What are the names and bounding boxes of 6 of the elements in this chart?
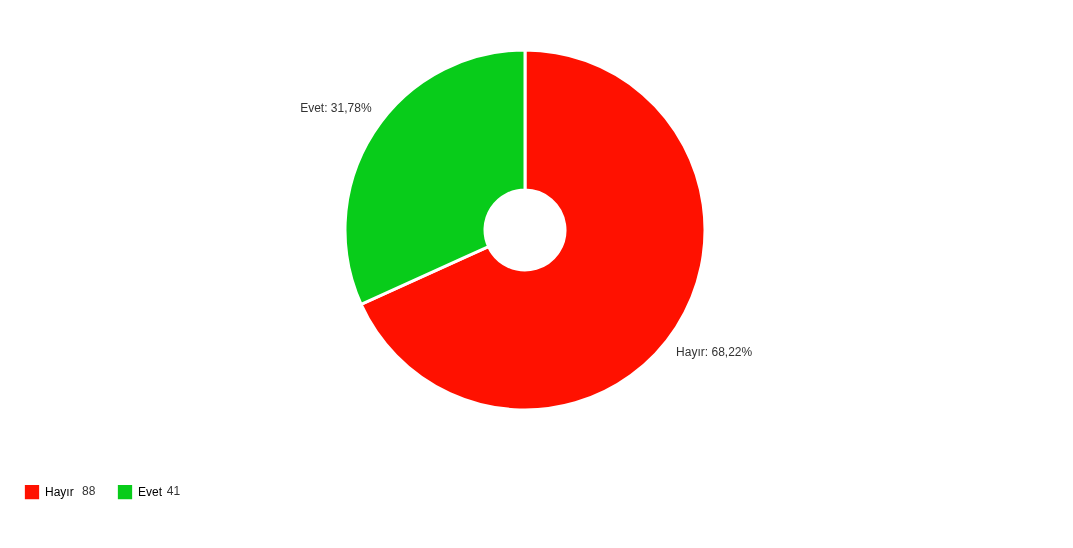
legend-label: Hayır: [45, 485, 74, 500]
legend-label: Evet: [138, 485, 163, 500]
data-label: Evet: 31,78%: [300, 101, 372, 116]
text: 88: [82, 484, 96, 498]
data-label: Hayır: 68,22%: [676, 344, 753, 359]
text: 41: [166, 484, 181, 498]
